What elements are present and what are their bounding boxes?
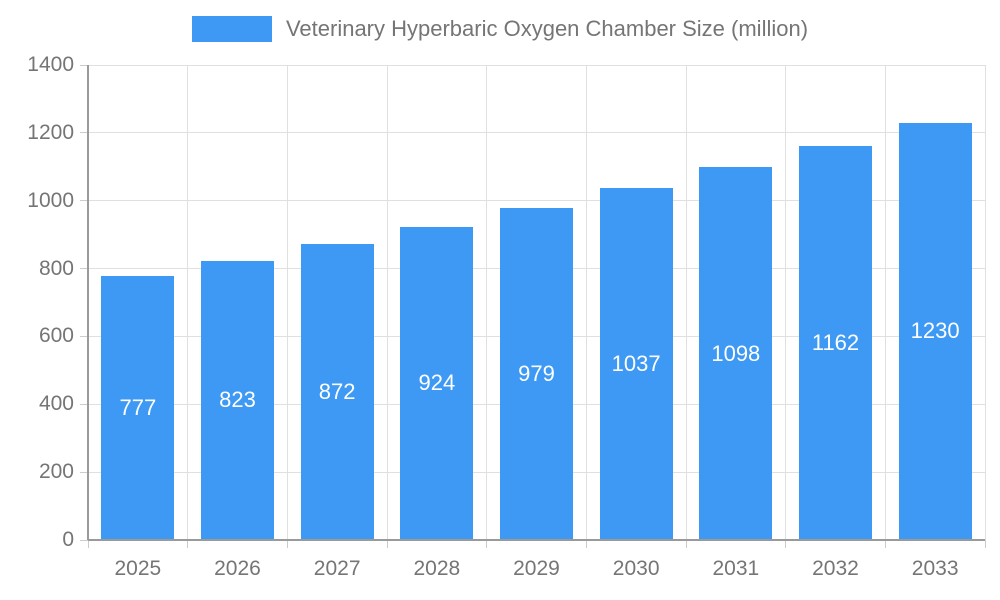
v-gridline xyxy=(486,65,488,540)
x-axis-tick-label: 2030 xyxy=(612,557,660,580)
bar[interactable] xyxy=(799,145,872,540)
x-axis-tick xyxy=(785,540,787,548)
bar-value-label: 777 xyxy=(119,395,157,421)
x-axis-tick-label: 2028 xyxy=(413,557,461,580)
y-axis-tick xyxy=(80,132,88,134)
legend-label: Veterinary Hyperbaric Oxygen Chamber Siz… xyxy=(285,16,809,41)
x-axis-line xyxy=(88,539,985,541)
y-axis-tick-label: 0 xyxy=(62,528,74,551)
x-axis-tick-label: 2031 xyxy=(712,557,760,580)
x-axis-tick-label: 2029 xyxy=(513,557,560,580)
y-axis-tick-label: 200 xyxy=(38,460,74,484)
bar[interactable] xyxy=(400,226,474,540)
bar[interactable] xyxy=(101,276,175,540)
h-gridline xyxy=(88,132,985,134)
x-axis-tick xyxy=(984,540,986,548)
bar[interactable] xyxy=(898,122,972,540)
x-axis-tick-label: 2026 xyxy=(214,557,261,580)
v-gridline xyxy=(685,65,687,540)
h-gridline xyxy=(88,200,985,202)
v-gridline xyxy=(785,65,787,540)
h-gridline xyxy=(88,64,985,66)
v-gridline xyxy=(585,65,587,540)
x-axis-tick-label: 2032 xyxy=(812,557,859,580)
bar-value-label: 1037 xyxy=(611,351,661,377)
x-axis-tick-label: 2025 xyxy=(114,557,162,580)
x-axis-tick-label: 2033 xyxy=(911,557,959,580)
x-axis-tick xyxy=(87,540,89,548)
y-axis-tick xyxy=(80,200,88,202)
bar-value-label: 1230 xyxy=(910,318,960,344)
y-axis-tick-label: 400 xyxy=(38,392,74,416)
x-axis-tick xyxy=(685,540,687,548)
bar-value-label: 1098 xyxy=(711,340,761,366)
v-gridline xyxy=(286,65,288,540)
y-axis-tick-label: 1000 xyxy=(27,188,74,212)
legend[interactable]: Veterinary Hyperbaric Oxygen Chamber Siz… xyxy=(0,16,1000,42)
y-axis-tick xyxy=(80,268,88,270)
bar[interactable] xyxy=(300,244,374,540)
v-gridline xyxy=(984,65,986,540)
bar-value-label: 979 xyxy=(518,360,555,386)
bar[interactable] xyxy=(201,260,274,540)
bar-value-label: 823 xyxy=(219,387,256,413)
v-gridline xyxy=(884,65,886,540)
y-axis-tick xyxy=(80,471,88,473)
y-axis-tick xyxy=(80,403,88,405)
bar-value-label: 872 xyxy=(318,379,356,405)
y-axis-tick-label: 1400 xyxy=(27,53,74,76)
x-axis-tick xyxy=(486,540,488,548)
bar[interactable] xyxy=(500,207,573,540)
y-axis-tick xyxy=(80,335,88,337)
y-axis-tick-label: 800 xyxy=(38,256,74,280)
v-gridline xyxy=(386,65,388,540)
legend-swatch xyxy=(191,16,272,42)
x-axis-tick xyxy=(386,540,388,548)
x-axis-tick xyxy=(286,540,288,548)
bar-value-label: 1162 xyxy=(811,329,860,355)
y-axis-tick-label: 600 xyxy=(38,324,74,348)
v-gridline xyxy=(187,65,189,540)
x-axis-tick xyxy=(585,540,587,548)
bar-value-label: 924 xyxy=(418,370,456,396)
x-axis-tick-label: 2027 xyxy=(313,557,361,580)
y-axis-tick-label: 1200 xyxy=(27,120,74,144)
y-axis-tick xyxy=(80,539,88,541)
x-axis-tick xyxy=(884,540,886,548)
y-axis-line xyxy=(87,65,89,540)
x-axis-tick xyxy=(187,540,189,548)
bar[interactable] xyxy=(699,167,773,540)
bar[interactable] xyxy=(599,188,673,540)
y-axis-tick xyxy=(80,64,88,66)
